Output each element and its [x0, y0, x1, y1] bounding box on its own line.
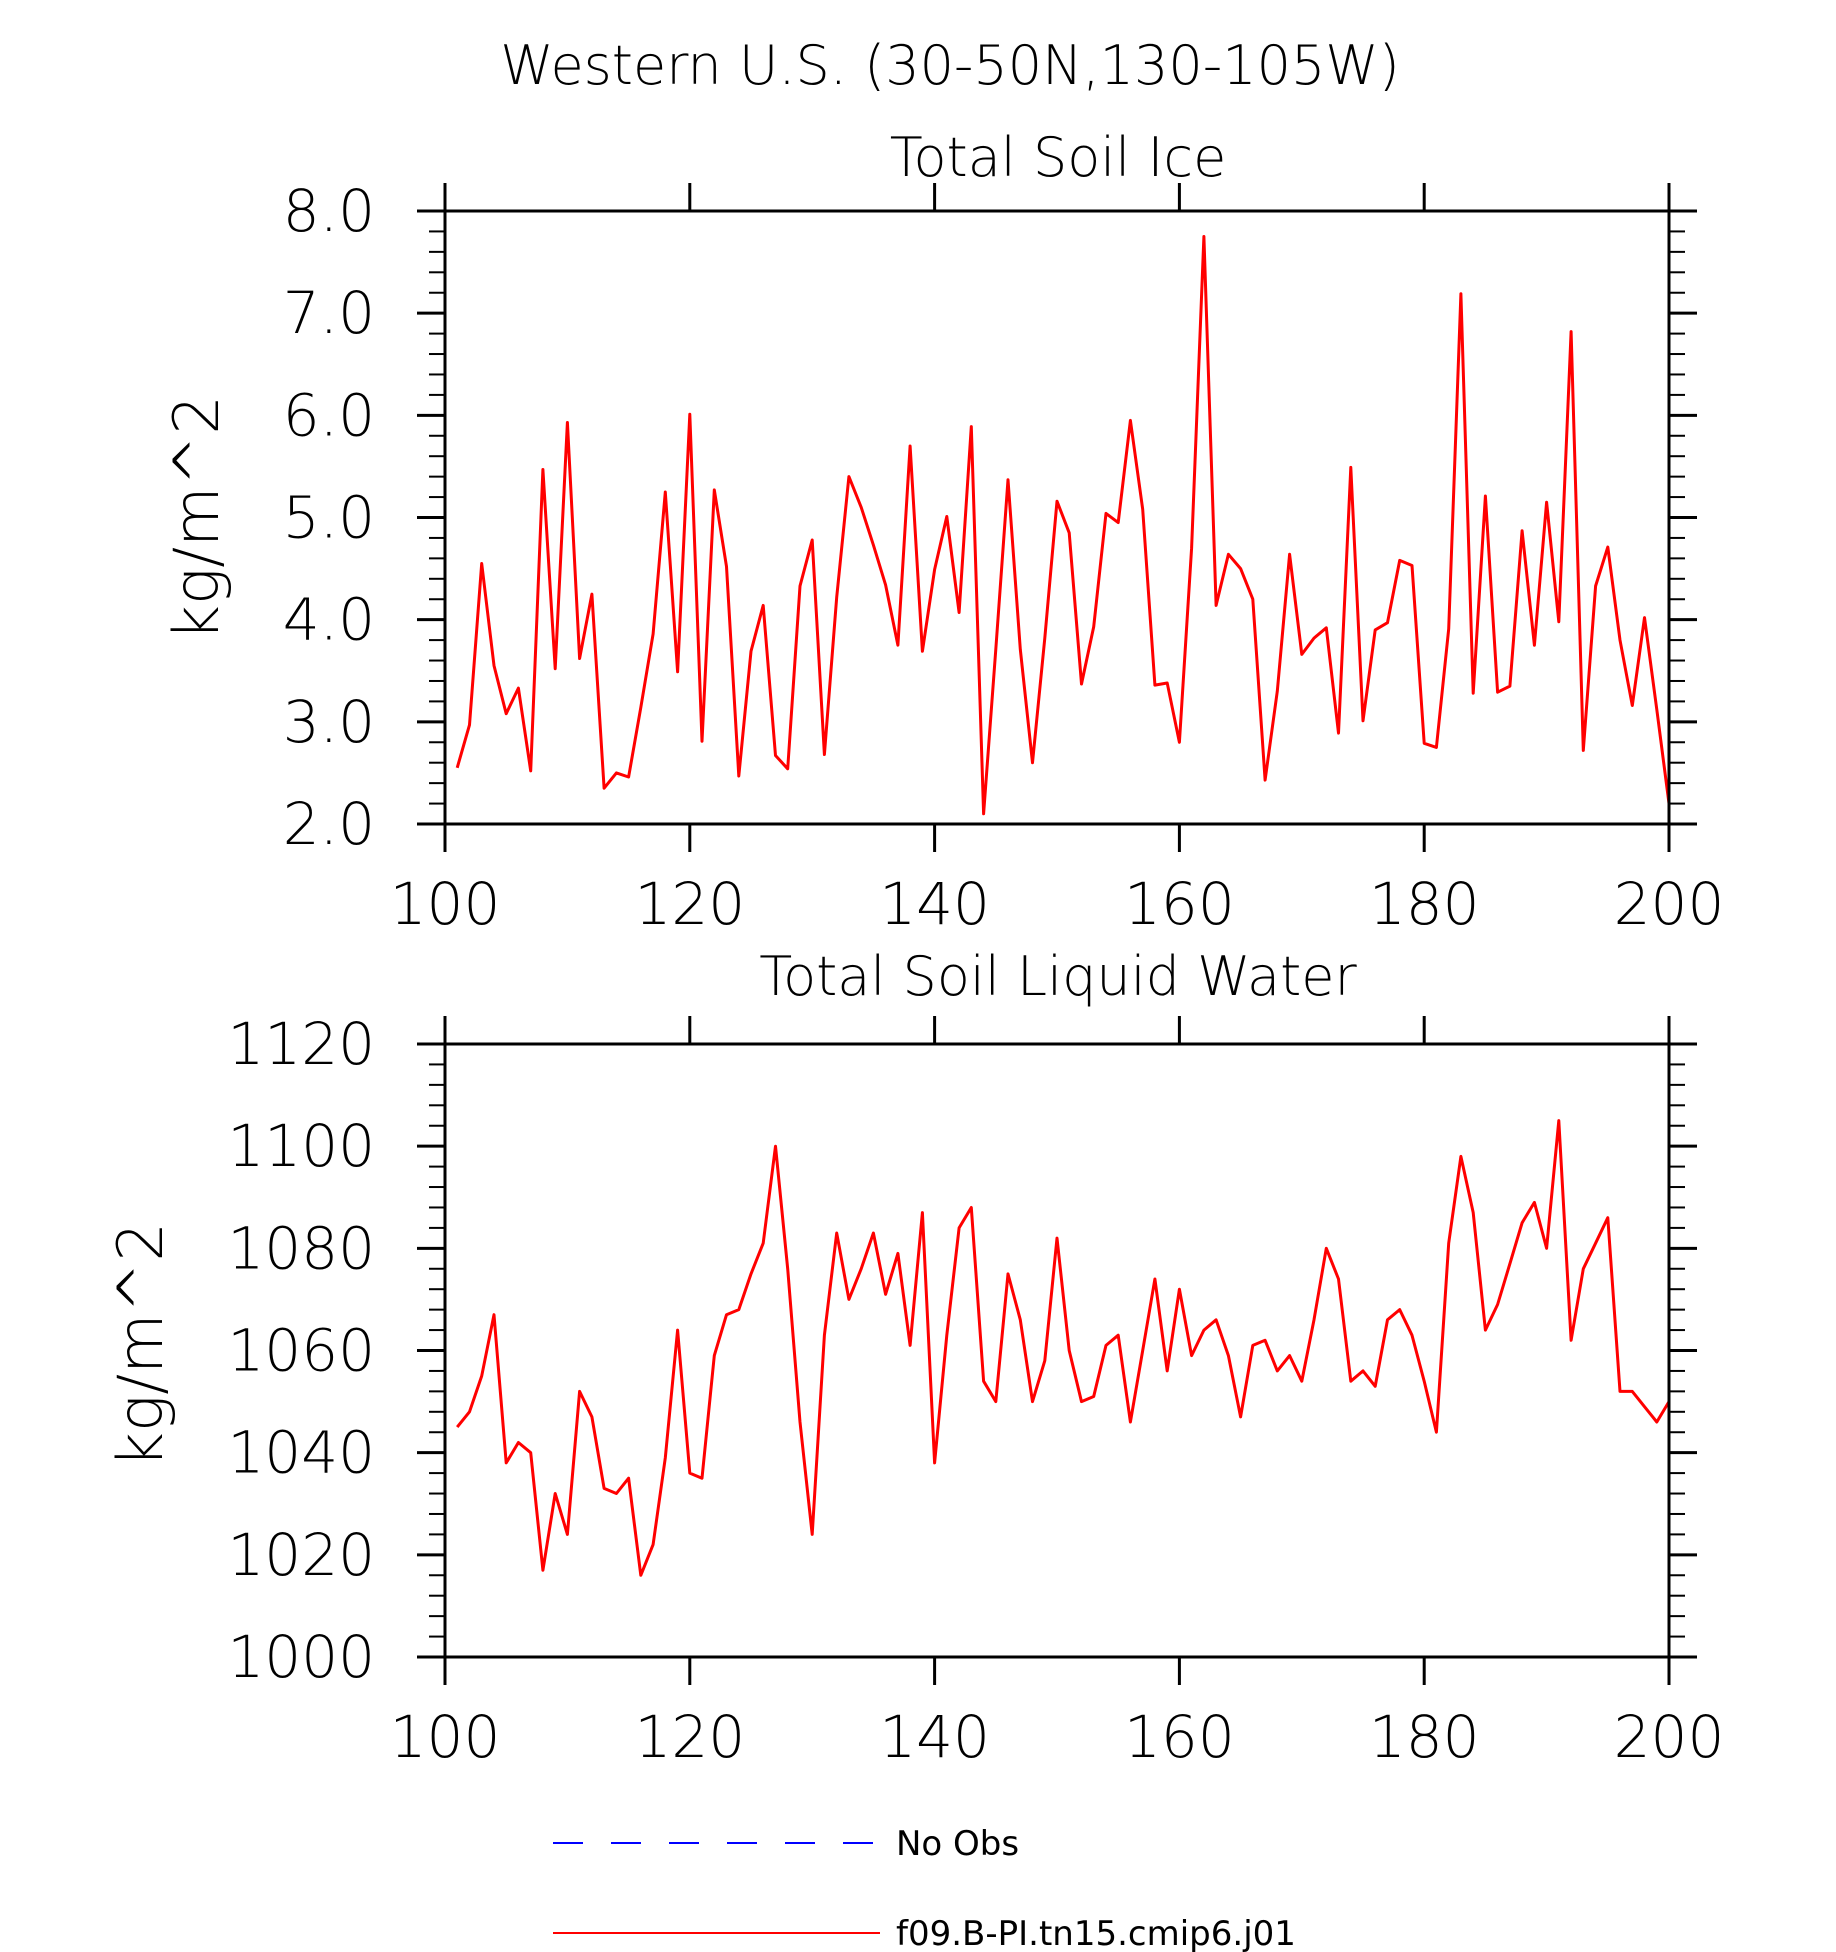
series-line	[456, 1119, 1671, 1577]
x-tick-label: 100	[390, 1703, 501, 1771]
y-tick-label: 3.0	[283, 688, 375, 756]
x-tick-label: 200	[1614, 1703, 1725, 1771]
panel-title: Total Soil Ice	[890, 126, 1227, 189]
y-axis-label: kg/m^2	[160, 395, 233, 641]
y-axis-label: kg/m^2	[104, 1222, 177, 1468]
y-tick-label: 4.0	[283, 586, 375, 654]
plot-frame	[443, 209, 1671, 826]
legend-entry-no-obs: No Obs	[553, 1824, 1019, 1864]
x-tick-label: 140	[879, 1703, 990, 1771]
legend-label: No Obs	[896, 1824, 1019, 1864]
y-tick-label: 8.0	[283, 177, 375, 245]
x-tick-label: 120	[634, 870, 745, 938]
legend: No Obs f09.B-PI.tn15.cmip6.j01	[553, 1824, 1296, 1952]
x-tick-label: 100	[390, 870, 501, 938]
series-line	[455, 235, 1671, 816]
figure-title: Western U.S. (30-50N,130-105W)	[500, 34, 1400, 97]
y-tick-label: 1020	[227, 1521, 375, 1589]
legend-entry-model: f09.B-PI.tn15.cmip6.j01	[553, 1914, 1296, 1952]
panel-title: Total Soil Liquid Water	[759, 945, 1357, 1008]
y-tick-label: 1080	[227, 1214, 375, 1282]
x-tick-label: 180	[1369, 870, 1480, 938]
y-tick-label: 1100	[227, 1112, 375, 1180]
y-tick-label: 5.0	[283, 484, 375, 552]
soil-ice-panel: Total Soil Ice kg/m^2 100 120 140 160 180 200…	[160, 126, 1724, 938]
x-tick-label: 200	[1614, 870, 1725, 938]
plot-frame	[443, 1042, 1671, 1659]
y-tick-label: 1040	[227, 1419, 375, 1487]
y-tick-label: 1060	[227, 1317, 375, 1385]
x-tick-label: 120	[634, 1703, 745, 1771]
x-tick-label: 180	[1369, 1703, 1480, 1771]
y-tick-label: 7.0	[283, 279, 375, 347]
y-tick-label: 6.0	[283, 381, 375, 449]
y-tick-label: 2.0	[283, 790, 375, 858]
soil-liquid-water-panel: Total Soil Liquid Water kg/m^2 100 120 140…	[104, 945, 1724, 1771]
legend-label: f09.B-PI.tn15.cmip6.j01	[896, 1914, 1296, 1952]
x-tick-label: 160	[1124, 870, 1235, 938]
y-tick-label: 1120	[227, 1010, 375, 1078]
x-tick-label: 140	[879, 870, 990, 938]
y-tick-label: 1000	[227, 1623, 375, 1691]
x-tick-label: 160	[1124, 1703, 1235, 1771]
